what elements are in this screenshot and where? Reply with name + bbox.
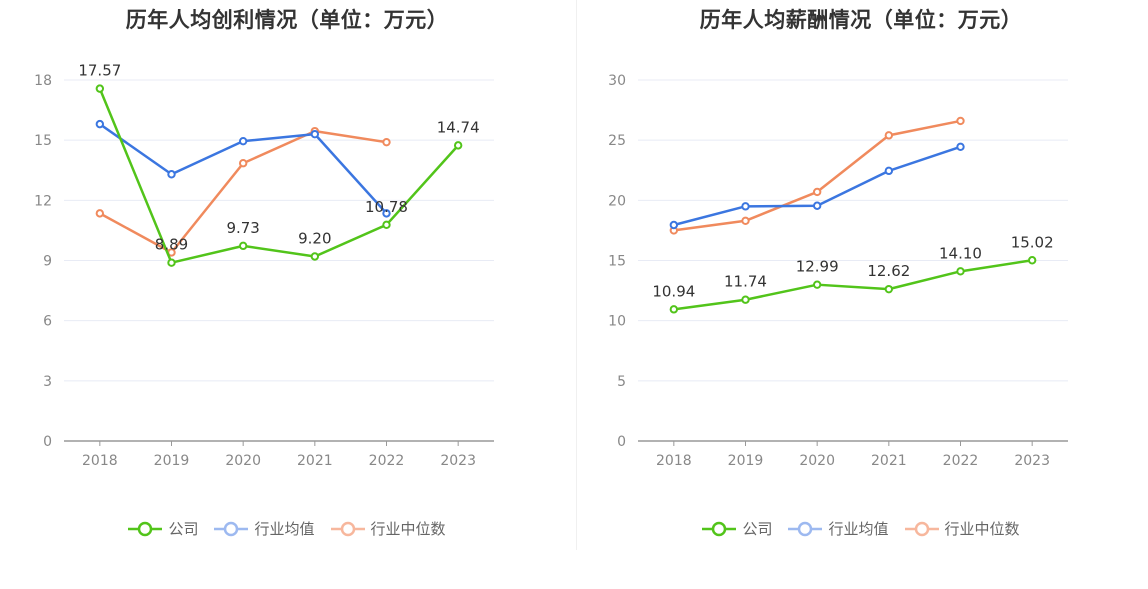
data-label: 9.73 [226,219,259,237]
data-label: 14.10 [939,244,982,262]
data-point-industry-median [741,216,750,225]
data-point-company [741,295,750,304]
data-point-company [956,267,965,276]
legend-industry-median-icon [330,521,365,536]
data-point-industry-avg [382,209,391,218]
series-line-company [98,88,460,264]
legend-label: 行业中位数 [944,520,1020,538]
data-point-industry-avg [669,220,679,230]
data-point-industry-median [382,137,391,147]
legend-item-company[interactable]: 公司 [128,518,198,539]
data-point-industry-median [812,187,822,197]
data-point-company [167,258,176,267]
x-tick-label: 2021 [871,453,907,469]
data-label: 14.74 [437,118,480,136]
data-point-industry-avg [95,119,105,129]
data-label: 12.62 [867,262,910,280]
data-point-industry-avg [167,170,176,179]
legend-label: 行业中位数 [370,520,446,538]
legend-item-company[interactable]: 公司 [702,518,772,539]
profit-per-capita-panel: 历年人均创利情况（单位：万元） 0 3 6 9 12 15 18 2018 2019 2020 20… [0,8,574,539]
data-point-industry-median [238,159,248,168]
legend-company-icon [128,521,163,536]
data-point-company [382,220,391,230]
y-tick-label: 0 [617,434,626,450]
y-tick-label: 12 [34,193,52,209]
chart-title: 历年人均创利情况（单位：万元） [125,8,449,32]
data-point-company [812,280,822,289]
series-line-company [673,259,1033,311]
data-point-industry-median [95,209,105,218]
y-tick-label: 9 [43,254,52,270]
y-tick-label: 25 [608,133,626,149]
data-label: 17.57 [78,62,121,80]
x-tick-label: 2023 [440,453,476,469]
x-tick-label: 2018 [82,453,118,469]
y-tick-label: 18 [34,73,52,89]
legend-industry-median-icon [904,521,939,536]
legend-label: 行业均值 [254,520,315,538]
data-point-company [1027,256,1037,265]
x-tick-label: 2019 [728,453,764,469]
legend-item-industry-median[interactable]: 行业中位数 [330,518,446,539]
data-point-industry-avg [310,129,320,139]
x-tick-label: 2022 [369,453,405,469]
x-tick-label: 2023 [1014,453,1050,469]
x-tick-label: 2018 [656,453,692,469]
data-label: 10.78 [365,198,408,216]
data-label: 12.99 [796,258,839,276]
x-tick-label: 2020 [799,453,835,469]
data-label: 15.02 [1011,233,1054,251]
y-tick-label: 10 [608,314,626,330]
data-point-industry-avg [238,136,248,146]
data-point-company [310,252,320,261]
profit-per-capita-chart: 0 3 6 9 12 15 18 2018 2019 2020 2021 2022 2023 17.57 8… [34,62,494,469]
legend-label: 公司 [742,520,773,538]
y-tick-label: 20 [608,193,626,209]
panel-divider [576,0,577,550]
data-label: 8.89 [155,236,188,254]
chart-title: 历年人均薪酬情况（单位：万元） [699,8,1023,32]
y-tick-label: 30 [608,73,626,89]
data-point-company [884,284,894,294]
data-point-company [453,141,463,150]
data-point-company [95,84,105,93]
x-tick-label: 2019 [154,453,190,469]
data-label: 9.20 [298,229,331,247]
chart-legend: 公司 行业均值 行业中位数 [0,518,574,539]
y-tick-label: 5 [617,374,626,390]
y-tick-label: 15 [608,254,626,270]
data-label: 11.74 [724,273,767,291]
y-tick-label: 3 [43,374,52,390]
salary-per-capita-chart: 0 5 10 15 20 25 30 2018 2019 2020 2021 2022 2023 10.9… [608,73,1068,469]
series-line-industry-avg [673,145,961,227]
data-point-industry-median [884,131,894,140]
data-point-company [669,305,679,314]
legend-item-industry-median[interactable]: 行业中位数 [904,518,1020,539]
legend-label: 公司 [168,520,199,538]
y-tick-label: 15 [34,133,52,149]
legend-industry-avg-icon [788,521,823,536]
legend-item-industry-avg[interactable]: 行业均值 [788,518,889,539]
legend-item-industry-avg[interactable]: 行业均值 [214,518,315,539]
chart-legend: 公司 行业均值 行业中位数 [574,518,1148,539]
data-point-industry-avg [741,202,750,211]
legend-company-icon [702,521,737,536]
x-tick-label: 2021 [297,453,333,469]
data-point-industry-median [956,116,965,126]
data-point-industry-avg [956,142,965,151]
x-tick-label: 2020 [225,453,261,469]
data-point-company [238,241,248,251]
data-point-industry-avg [812,201,822,210]
legend-label: 行业均值 [828,520,889,538]
data-point-industry-avg [884,166,894,176]
salary-per-capita-panel: 历年人均薪酬情况（单位：万元） 0 5 10 15 20 25 30 2018 2019 2020… [574,0,1148,589]
x-tick-label: 2022 [943,453,979,469]
legend-industry-avg-icon [214,521,249,536]
data-label: 10.94 [652,282,695,300]
y-tick-label: 6 [43,314,52,330]
y-tick-label: 0 [43,434,52,450]
